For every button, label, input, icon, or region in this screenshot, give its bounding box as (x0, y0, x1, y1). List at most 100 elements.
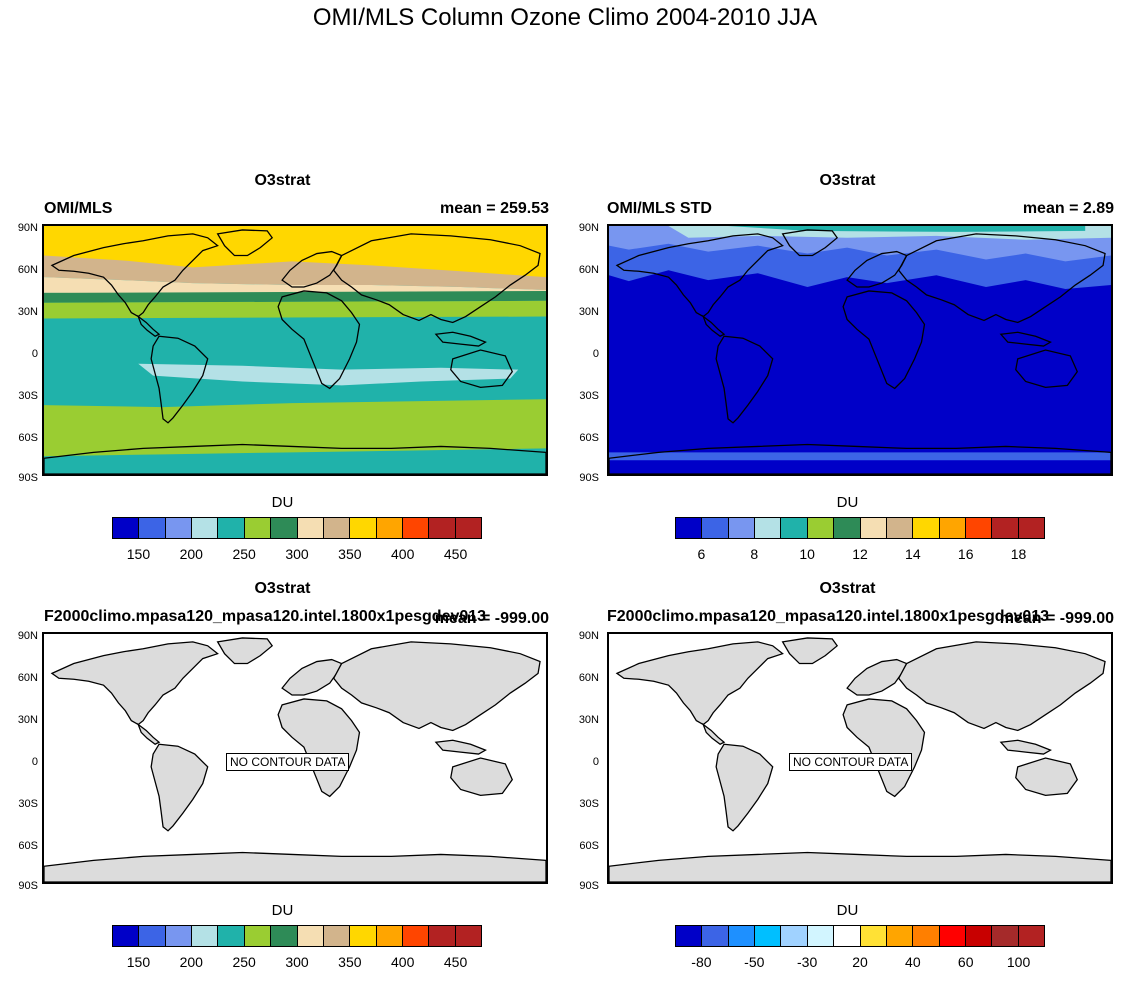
colorbar-tick-label: -30 (797, 954, 818, 970)
panel-mean: mean = 259.53 (440, 200, 549, 217)
units-label: DU (271, 902, 294, 919)
panel-mean: mean = -999.00 (999, 610, 1114, 627)
colorbar-swatch (376, 518, 403, 538)
colorbar-ticks: 150 200 250 300 350 400 450 (112, 172, 482, 580)
colorbar-tick-label: 250 (232, 954, 256, 970)
colorbar-ticks: 6 8 10 12 14 16 18 (675, 172, 1045, 580)
ozone-map (42, 224, 548, 476)
colorbar-swatch (939, 518, 966, 538)
colorbar-tick-label: 350 (338, 954, 362, 970)
colorbar-tick-label: 18 (1010, 546, 1027, 562)
colorbar-swatch (113, 518, 140, 538)
colorbar-swatch (455, 926, 482, 946)
colorbar-swatch (402, 518, 430, 538)
colorbar-swatch (244, 518, 272, 538)
no-contour-data-label: NO CONTOUR DATA (226, 753, 350, 771)
colorbar-tick-label: 16 (957, 546, 974, 562)
colorbar-swatch (781, 926, 808, 946)
panel-left-title: F2000climo.mpasa120_mpasa120.intel.1800x… (607, 608, 1050, 625)
lat-label: 90N (17, 630, 38, 642)
colorbar-swatch (965, 926, 993, 946)
main-title: OMI/MLS Column Ozone Climo 2004-2010 JJA (312, 4, 818, 31)
colorbar-swatch (913, 518, 940, 538)
lat-label: 60S (18, 840, 38, 852)
colorbar (675, 925, 1045, 947)
colorbar-swatch (886, 518, 914, 538)
colorbar (675, 517, 1045, 539)
panel-model-diff: O3strat F2000climo.mpasa120_mpasa120.int… (565, 580, 1130, 988)
lat-label: 60N (578, 672, 599, 684)
colorbar-tick-label: 250 (232, 546, 256, 562)
colorbar-swatch (886, 926, 914, 946)
lat-label: 60N (17, 264, 38, 276)
colorbar-tick-label: 150 (126, 546, 151, 562)
colorbar-swatch (297, 518, 324, 538)
colorbar-tick-label: 400 (391, 546, 415, 562)
colorbar-tick-label: -50 (744, 954, 765, 970)
lat-label: 30S (579, 390, 599, 402)
colorbar-swatch (244, 926, 272, 946)
lat-label: 90N (578, 222, 599, 234)
lat-label: 90S (579, 472, 599, 484)
colorbar-swatch (676, 926, 703, 946)
colorbar-swatch (429, 518, 456, 538)
colorbar-ticks: 150 200 250 300 350 400 450 (112, 580, 482, 988)
colorbar-swatch (992, 926, 1019, 946)
colorbar-swatch (165, 926, 193, 946)
colorbar-swatch (218, 926, 245, 946)
panel-left-title: OMI/MLS STD (607, 200, 712, 217)
colorbar-swatch (350, 518, 377, 538)
colorbar-tick-label: 300 (285, 546, 309, 562)
panel-mean: mean = -999.00 (434, 610, 549, 627)
colorbar-tick-label: 200 (179, 954, 203, 970)
colorbar-swatch (702, 518, 729, 538)
lat-label: 30N (17, 306, 38, 318)
ozone-std-map (607, 224, 1113, 476)
colorbar-swatch (860, 926, 887, 946)
lat-label: 0 (31, 756, 38, 768)
colorbar-swatch (728, 518, 756, 538)
panel-center-title: O3strat (819, 172, 876, 189)
colorbar-swatch (755, 518, 782, 538)
colorbar-tick-label: 8 (750, 546, 759, 562)
colorbar-swatch (297, 926, 324, 946)
colorbar-tick-label: 12 (852, 546, 868, 562)
colorbar-ticks: -80 -50 -30 20 40 60 100 (675, 580, 1045, 988)
colorbar-swatch (913, 926, 940, 946)
colorbar-swatch (192, 926, 219, 946)
colorbar-swatch (834, 926, 861, 946)
lat-label: 90S (18, 880, 38, 892)
colorbar-swatch (323, 926, 351, 946)
units-label: DU (836, 494, 859, 511)
panel-left-title: F2000climo.mpasa120_mpasa120.intel.1800x… (44, 608, 487, 625)
panel-center-title: O3strat (819, 580, 876, 597)
colorbar-swatch (192, 518, 219, 538)
panel-omi-mls-std: O3strat OMI/MLS STD mean = 2.89 90N 60N … (565, 172, 1130, 580)
lat-label: 30N (578, 714, 599, 726)
colorbar-swatch (807, 518, 835, 538)
lat-label: 60S (18, 432, 38, 444)
colorbar-swatch (323, 518, 351, 538)
panel-center-title: O3strat (254, 580, 311, 597)
lat-label: 90N (17, 222, 38, 234)
colorbar-swatch (376, 926, 403, 946)
colorbar-swatch (429, 926, 456, 946)
panel-mean: mean = 2.89 (1022, 200, 1114, 217)
colorbar-swatch (402, 926, 430, 946)
colorbar-tick-label: 400 (391, 954, 415, 970)
colorbar-swatch (834, 518, 861, 538)
colorbar-tick-label: 100 (1006, 954, 1031, 970)
lat-label: 60N (578, 264, 599, 276)
units-label: DU (271, 494, 294, 511)
lat-label: 0 (31, 348, 38, 360)
colorbar-tick-label: 14 (905, 546, 921, 562)
colorbar-swatch (781, 518, 808, 538)
lat-label: 30N (17, 714, 38, 726)
colorbar-tick-label: 6 (697, 546, 706, 562)
lat-label: 60N (17, 672, 38, 684)
colorbar-swatch (139, 926, 166, 946)
lat-label: 30N (578, 306, 599, 318)
panel-omi-mls: O3strat OMI/MLS mean = 259.53 90N 60N 30… (0, 172, 565, 580)
colorbar-swatch (271, 518, 298, 538)
colorbar-tick-label: 20 (852, 954, 868, 970)
